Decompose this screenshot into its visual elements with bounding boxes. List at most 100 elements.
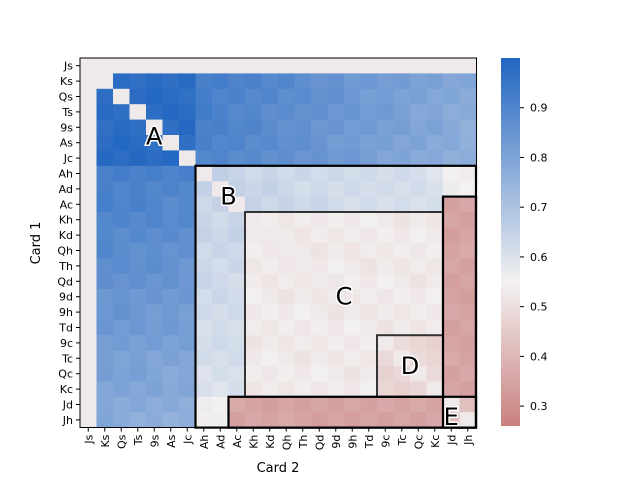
heatmap-cell bbox=[179, 242, 196, 259]
heatmap-cell bbox=[294, 212, 312, 228]
heatmap-cell bbox=[129, 381, 147, 398]
heatmap-cell bbox=[426, 150, 444, 167]
heatmap-cell bbox=[212, 350, 229, 367]
heatmap-cell bbox=[146, 88, 163, 105]
heatmap-cell bbox=[459, 258, 477, 274]
heatmap-cell bbox=[96, 227, 114, 244]
heatmap-cell bbox=[459, 304, 477, 321]
y-tick-label: Kh bbox=[59, 214, 73, 227]
heatmap-cell bbox=[344, 119, 361, 136]
y-tick-label: Td bbox=[58, 322, 73, 335]
heatmap-cell bbox=[212, 73, 229, 90]
heatmap-cell bbox=[344, 88, 361, 105]
x-tick-label: Kd bbox=[264, 435, 277, 449]
heatmap-cell bbox=[245, 412, 262, 428]
heatmap-cell bbox=[129, 73, 147, 90]
heatmap-cell bbox=[228, 396, 246, 413]
heatmap-cell bbox=[212, 196, 229, 213]
heatmap-cell bbox=[162, 366, 180, 382]
heatmap-cell bbox=[80, 227, 97, 244]
heatmap-cell bbox=[327, 165, 345, 182]
heatmap-cell bbox=[426, 273, 444, 290]
heatmap-cell bbox=[311, 212, 328, 228]
heatmap-cell bbox=[80, 350, 97, 367]
heatmap-cell bbox=[327, 273, 345, 290]
y-tick-label: Qh bbox=[57, 245, 73, 258]
heatmap-cell bbox=[278, 135, 295, 151]
heatmap-cell bbox=[113, 181, 130, 197]
heatmap-cell bbox=[179, 335, 196, 351]
heatmap-cell bbox=[327, 396, 345, 413]
heatmap-cell bbox=[195, 396, 213, 413]
heatmap-cell bbox=[360, 258, 378, 274]
heatmap-cell bbox=[195, 58, 213, 74]
heatmap-cell bbox=[327, 289, 345, 305]
y-tick-label: Th bbox=[58, 260, 73, 273]
heatmap-cell bbox=[162, 196, 180, 213]
heatmap-cell bbox=[245, 150, 262, 167]
heatmap-cell bbox=[294, 181, 312, 197]
heatmap-cell bbox=[393, 319, 411, 336]
region-boxes bbox=[194, 164, 478, 429]
heatmap-cell bbox=[426, 196, 444, 213]
heatmap-cell bbox=[146, 258, 163, 274]
heatmap-cell bbox=[146, 135, 163, 151]
heatmap-cell bbox=[96, 181, 114, 197]
heatmap-cell bbox=[360, 366, 378, 382]
heatmap-cell bbox=[129, 258, 147, 274]
heatmap-cell bbox=[96, 88, 114, 105]
heatmap-cell bbox=[245, 212, 262, 228]
heatmap-cell bbox=[261, 273, 279, 290]
heatmap-cell bbox=[228, 258, 246, 274]
heatmap-cell bbox=[80, 58, 97, 74]
heatmap-cell bbox=[162, 273, 180, 290]
heatmap-cell bbox=[443, 135, 460, 151]
heatmap-cell bbox=[344, 258, 361, 274]
heatmap-cell bbox=[327, 304, 345, 321]
heatmap-cell bbox=[278, 181, 295, 197]
heatmap-cell bbox=[393, 412, 411, 428]
heatmap-cell bbox=[443, 196, 460, 213]
heatmap-cell bbox=[410, 165, 427, 182]
heatmap-cell bbox=[294, 273, 312, 290]
heatmap-cell bbox=[261, 196, 279, 213]
heatmap-cell bbox=[278, 396, 295, 413]
heatmap-cell bbox=[327, 366, 345, 382]
heatmap-cell bbox=[129, 412, 147, 428]
heatmap-cell bbox=[261, 335, 279, 351]
heatmap-cell bbox=[179, 319, 196, 336]
heatmap-cell bbox=[311, 335, 328, 351]
heatmap-cell bbox=[96, 196, 114, 213]
heatmap-cell bbox=[459, 289, 477, 305]
heatmap-cell bbox=[459, 212, 477, 228]
heatmap-cell bbox=[113, 119, 130, 136]
heatmap-cell bbox=[410, 304, 427, 321]
heatmap-cell bbox=[443, 73, 460, 90]
heatmap-cell bbox=[327, 135, 345, 151]
heatmap-cell bbox=[129, 119, 147, 136]
heatmap-cell bbox=[261, 412, 279, 428]
heatmap-cell bbox=[377, 104, 394, 120]
heatmap-cell bbox=[360, 150, 378, 167]
heatmap-cell bbox=[360, 73, 378, 90]
heatmap-cells bbox=[80, 58, 477, 428]
heatmap-cell bbox=[179, 366, 196, 382]
heatmap-cell bbox=[212, 119, 229, 136]
heatmap-cell bbox=[146, 289, 163, 305]
heatmap-cell bbox=[278, 119, 295, 136]
heatmap-cell bbox=[212, 335, 229, 351]
heatmap-cell bbox=[459, 104, 477, 120]
heatmap-cell bbox=[179, 150, 196, 167]
heatmap-cell bbox=[113, 258, 130, 274]
heatmap-cell bbox=[410, 273, 427, 290]
heatmap-cell bbox=[410, 58, 427, 74]
heatmap-cell bbox=[261, 242, 279, 259]
heatmap-cell bbox=[311, 350, 328, 367]
heatmap-cell bbox=[410, 258, 427, 274]
heatmap-cell bbox=[278, 227, 295, 244]
heatmap-cell bbox=[129, 396, 147, 413]
x-tick-label: Td bbox=[363, 435, 376, 450]
heatmap-cell bbox=[443, 181, 460, 197]
heatmap-cell bbox=[245, 227, 262, 244]
heatmap-cell bbox=[179, 227, 196, 244]
